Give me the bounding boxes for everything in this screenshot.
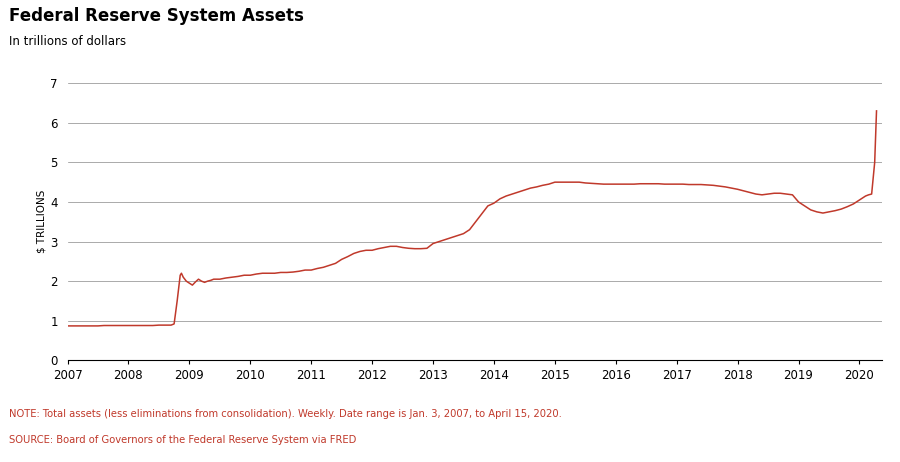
Y-axis label: $ TRILLIONS: $ TRILLIONS	[36, 190, 46, 254]
Text: SOURCE: Board of Governors of the Federal Reserve System via FRED: SOURCE: Board of Governors of the Federa…	[9, 435, 356, 445]
Text: In trillions of dollars: In trillions of dollars	[9, 35, 126, 48]
Text: NOTE: Total assets (less eliminations from consolidation). Weekly. Date range is: NOTE: Total assets (less eliminations fr…	[9, 409, 562, 419]
Text: Federal Reserve System Assets: Federal Reserve System Assets	[9, 7, 304, 25]
